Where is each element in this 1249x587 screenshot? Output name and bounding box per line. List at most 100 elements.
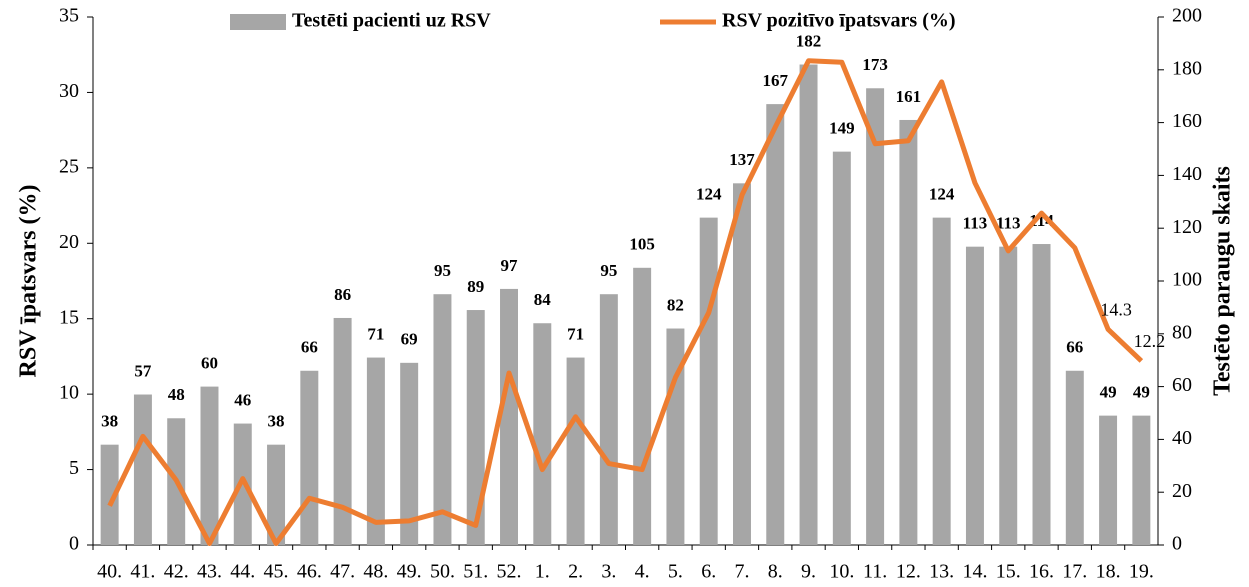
x-tick-label: 2. bbox=[568, 561, 583, 583]
bar bbox=[866, 88, 885, 545]
x-tick-label: 10. bbox=[829, 561, 854, 583]
x-tick-label: 51. bbox=[463, 561, 488, 583]
y2-tick-label: 20 bbox=[1172, 480, 1192, 502]
y-axis-label: RSV īpatsvars (%) bbox=[16, 185, 42, 378]
y-tick-label: 35 bbox=[59, 5, 79, 27]
legend-label: Testēti pacienti uz RSV bbox=[292, 10, 491, 32]
legend-swatch bbox=[230, 14, 286, 30]
x-tick-label: 50. bbox=[430, 561, 455, 583]
bar bbox=[466, 310, 485, 545]
bar bbox=[1065, 370, 1084, 545]
x-tick-label: 49. bbox=[397, 561, 422, 583]
y2-tick-label: 200 bbox=[1172, 5, 1202, 27]
y-tick-label: 5 bbox=[69, 457, 79, 479]
bar-value-label: 86 bbox=[334, 285, 351, 304]
bar-value-label: 113 bbox=[963, 214, 988, 233]
bar-value-label: 82 bbox=[667, 295, 684, 314]
bar-value-label: 95 bbox=[600, 261, 617, 280]
y-tick-label: 10 bbox=[59, 382, 79, 404]
y2-tick-label: 120 bbox=[1172, 216, 1202, 238]
y2-tick-label: 140 bbox=[1172, 163, 1202, 185]
x-tick-label: 41. bbox=[130, 561, 155, 583]
bar-value-label: 48 bbox=[168, 385, 185, 404]
bar-value-label: 38 bbox=[101, 412, 118, 431]
y2-tick-label: 100 bbox=[1172, 269, 1202, 291]
bar-value-label: 113 bbox=[996, 214, 1021, 233]
bar-value-label: 69 bbox=[401, 330, 418, 349]
line-value-label: 14.3 bbox=[1100, 299, 1132, 319]
x-tick-label: 18. bbox=[1096, 561, 1121, 583]
y-tick-label: 0 bbox=[69, 533, 79, 555]
bar bbox=[799, 64, 818, 546]
x-tick-label: 8. bbox=[768, 561, 783, 583]
y-tick-label: 30 bbox=[59, 80, 79, 102]
bar bbox=[400, 362, 419, 545]
bar-value-label: 66 bbox=[301, 338, 318, 357]
bar bbox=[1099, 415, 1118, 545]
bar-value-label: 105 bbox=[629, 235, 655, 254]
x-tick-label: 40. bbox=[97, 561, 122, 583]
y2-tick-label: 0 bbox=[1172, 533, 1182, 555]
bar-value-label: 173 bbox=[862, 55, 888, 74]
bar bbox=[267, 444, 286, 545]
bar bbox=[233, 423, 252, 545]
line-value-label: 12.2 bbox=[1134, 331, 1166, 351]
bar-value-label: 97 bbox=[501, 256, 519, 275]
bar bbox=[732, 183, 751, 545]
x-tick-label: 3. bbox=[601, 561, 616, 583]
bar-value-label: 38 bbox=[268, 412, 285, 431]
bar-value-label: 182 bbox=[796, 31, 822, 50]
bar-value-label: 66 bbox=[1066, 338, 1083, 357]
bar bbox=[566, 357, 585, 545]
x-tick-label: 12. bbox=[896, 561, 921, 583]
bar bbox=[999, 246, 1018, 545]
bar bbox=[366, 357, 385, 545]
x-tick-label: 17. bbox=[1062, 561, 1087, 583]
x-tick-label: 14. bbox=[962, 561, 987, 583]
y2-axis-label: Testēto paraugu skaits bbox=[1210, 166, 1236, 396]
line bbox=[107, 58, 1144, 546]
bar bbox=[1032, 244, 1051, 546]
y2-tick-label: 40 bbox=[1172, 427, 1192, 449]
x-tick-label: 13. bbox=[929, 561, 954, 583]
x-tick-label: 15. bbox=[996, 561, 1021, 583]
y-tick-label: 25 bbox=[59, 155, 79, 177]
y2-tick-label: 80 bbox=[1172, 321, 1192, 343]
bar-value-label: 84 bbox=[534, 290, 552, 309]
x-tick-label: 44. bbox=[230, 561, 255, 583]
x-tick-label: 5. bbox=[668, 561, 683, 583]
bar-value-label: 89 bbox=[467, 277, 484, 296]
x-tick-label: 42. bbox=[164, 561, 189, 583]
x-tick-label: 43. bbox=[197, 561, 222, 583]
bar-value-label: 124 bbox=[929, 185, 955, 204]
bar bbox=[699, 217, 718, 545]
x-tick-label: 46. bbox=[297, 561, 322, 583]
bar bbox=[100, 444, 119, 545]
bar-value-label: 124 bbox=[696, 185, 722, 204]
bar bbox=[333, 317, 352, 545]
bar-value-label: 49 bbox=[1133, 383, 1150, 402]
bar bbox=[965, 246, 984, 545]
bar-value-label: 95 bbox=[434, 261, 451, 280]
x-tick-label: 7. bbox=[734, 561, 749, 583]
x-tick-label: 47. bbox=[330, 561, 355, 583]
y2-tick-label: 60 bbox=[1172, 374, 1192, 396]
y-tick-label: 20 bbox=[59, 231, 79, 253]
x-tick-label: 52. bbox=[497, 561, 522, 583]
x-tick-label: 45. bbox=[264, 561, 289, 583]
x-tick-label: 19. bbox=[1129, 561, 1154, 583]
bar bbox=[533, 323, 552, 545]
x-tick-label: 48. bbox=[363, 561, 388, 583]
bar bbox=[500, 288, 519, 545]
bar-value-label: 137 bbox=[729, 150, 755, 169]
x-tick-label: 4. bbox=[635, 561, 650, 583]
bar bbox=[300, 370, 319, 545]
bar-value-label: 161 bbox=[896, 87, 922, 106]
bar bbox=[899, 119, 918, 546]
bar-value-label: 71 bbox=[367, 324, 384, 343]
y-tick-label: 15 bbox=[59, 306, 79, 328]
bar-value-label: 114 bbox=[1029, 211, 1054, 230]
bar bbox=[599, 294, 618, 545]
y2-tick-label: 180 bbox=[1172, 57, 1202, 79]
